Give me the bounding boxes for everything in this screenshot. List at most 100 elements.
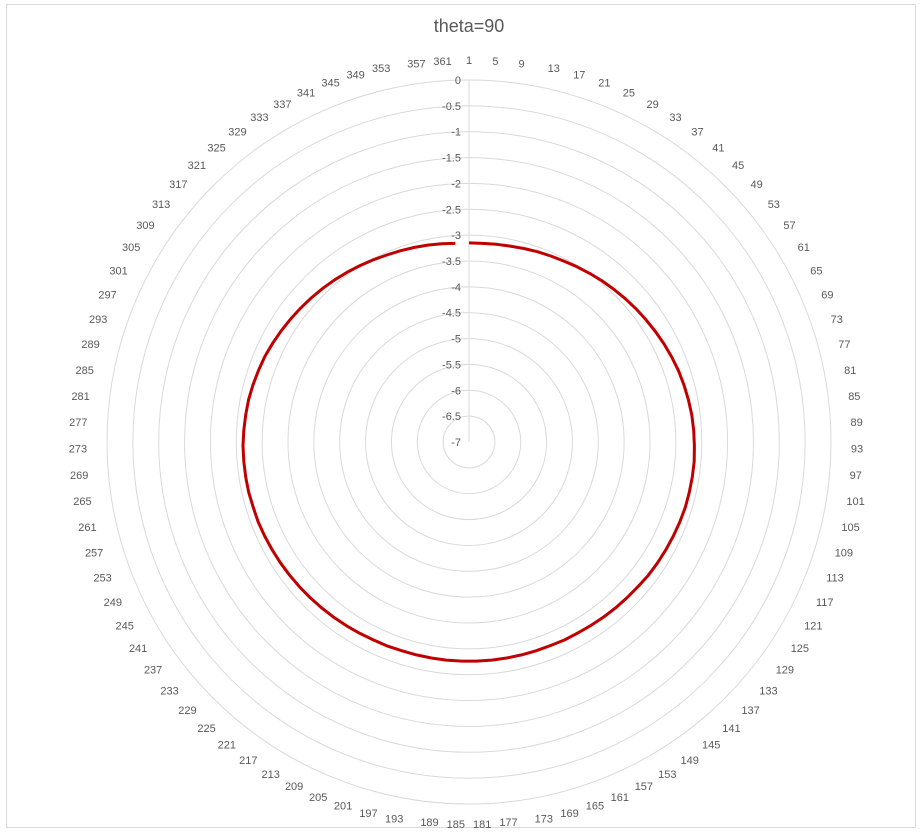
category-label: 357 xyxy=(407,59,425,71)
category-label: 209 xyxy=(285,781,303,793)
radial-tick-label: -4.5 xyxy=(442,308,461,320)
radial-tick-label: -5.5 xyxy=(442,359,461,371)
radial-tick-label: -6 xyxy=(451,385,461,397)
category-label: 21 xyxy=(598,78,610,90)
category-label: 229 xyxy=(178,705,196,717)
chart-title: theta=90 xyxy=(433,16,505,36)
category-label: 105 xyxy=(841,522,859,534)
category-label: 137 xyxy=(741,705,759,717)
category-label: 41 xyxy=(712,143,724,155)
category-label: 125 xyxy=(791,643,809,655)
category-label: 185 xyxy=(447,819,465,831)
category-label: 325 xyxy=(207,143,225,155)
category-label: 305 xyxy=(122,242,140,254)
category-label: 265 xyxy=(73,496,91,508)
category-label: 205 xyxy=(309,792,327,804)
radial-tick-label: -7 xyxy=(451,437,461,449)
category-label: 253 xyxy=(93,573,111,585)
category-label: 69 xyxy=(821,289,833,301)
series-group xyxy=(241,241,696,663)
category-label: 141 xyxy=(722,723,740,735)
category-label: 361 xyxy=(433,56,451,68)
category-label: 225 xyxy=(197,723,215,735)
chart-area xyxy=(6,4,916,828)
category-label: 353 xyxy=(372,63,390,75)
radial-tick-labels: 0 -0.5 -1 -1.5 -2 -2.5 -3 -3.5 -4 -4.5 -5 -5.5 -6 -6.… xyxy=(442,75,461,449)
category-label: 25 xyxy=(623,87,635,99)
category-label: 333 xyxy=(250,112,268,124)
category-label: 153 xyxy=(658,769,676,781)
category-label: 101 xyxy=(846,496,864,508)
category-label: 129 xyxy=(776,665,794,677)
category-label: 17 xyxy=(573,70,585,82)
category-label: 293 xyxy=(89,314,107,326)
category-label: 61 xyxy=(798,242,810,254)
category-label: 97 xyxy=(850,470,862,482)
category-label: 177 xyxy=(499,817,517,829)
category-label: 193 xyxy=(385,813,403,825)
category-label: 81 xyxy=(844,365,856,377)
category-labels: 1 5 9 1317212529333741454953576165697377818… xyxy=(69,55,865,831)
category-label: 273 xyxy=(69,444,87,456)
radial-tick-label: -0.5 xyxy=(442,101,461,113)
category-label: 285 xyxy=(76,365,94,377)
category-label: 301 xyxy=(109,265,127,277)
category-label: 169 xyxy=(560,808,578,820)
category-label: 117 xyxy=(816,597,834,609)
radial-tick-label: -3 xyxy=(451,230,461,242)
category-label: 337 xyxy=(273,99,291,111)
radial-tick-label: -3.5 xyxy=(442,256,461,268)
category-label: 29 xyxy=(647,99,659,111)
category-label: 181 xyxy=(473,819,491,831)
series-line xyxy=(241,241,696,663)
radial-tick-label: -6.5 xyxy=(442,411,461,423)
category-label: 13 xyxy=(548,63,560,75)
category-label: 221 xyxy=(218,740,236,752)
category-label: 1 xyxy=(466,55,472,67)
category-label: 313 xyxy=(152,199,170,211)
category-label: 329 xyxy=(228,126,246,138)
radial-tick-label: -5 xyxy=(451,334,461,346)
category-label: 233 xyxy=(160,685,178,697)
category-label: 245 xyxy=(116,620,134,632)
category-label: 237 xyxy=(144,665,162,677)
category-label: 93 xyxy=(851,444,863,456)
category-label: 121 xyxy=(804,620,822,632)
category-label: 33 xyxy=(669,112,681,124)
category-label: 269 xyxy=(70,470,88,482)
category-label: 9 xyxy=(519,59,525,71)
category-label: 65 xyxy=(810,265,822,277)
category-label: 257 xyxy=(85,548,103,560)
category-label: 5 xyxy=(492,56,498,68)
category-label: 165 xyxy=(586,801,604,813)
category-label: 281 xyxy=(71,391,89,403)
category-label: 201 xyxy=(334,801,352,813)
category-label: 45 xyxy=(732,160,744,172)
category-label: 241 xyxy=(129,643,147,655)
category-label: 109 xyxy=(835,548,853,560)
category-label: 349 xyxy=(346,70,364,82)
category-label: 85 xyxy=(848,391,860,403)
category-label: 309 xyxy=(136,220,154,232)
category-label: 297 xyxy=(98,289,116,301)
radial-tick-label: -1.5 xyxy=(442,153,461,165)
category-label: 345 xyxy=(321,78,339,90)
category-label: 189 xyxy=(420,817,438,829)
category-label: 217 xyxy=(239,755,257,767)
category-label: 73 xyxy=(831,314,843,326)
category-label: 161 xyxy=(611,792,629,804)
category-label: 213 xyxy=(262,769,280,781)
radial-tick-label: 0 xyxy=(455,75,461,87)
radial-tick-label: -1 xyxy=(451,127,461,139)
category-label: 197 xyxy=(359,808,377,820)
category-label: 317 xyxy=(169,179,187,191)
category-label: 145 xyxy=(702,740,720,752)
category-label: 173 xyxy=(535,813,553,825)
radial-tick-label: -2.5 xyxy=(442,204,461,216)
category-label: 249 xyxy=(104,597,122,609)
radial-tick-label: -2 xyxy=(451,178,461,190)
category-label: 321 xyxy=(188,160,206,172)
category-label: 289 xyxy=(81,339,99,351)
category-label: 89 xyxy=(851,417,863,429)
